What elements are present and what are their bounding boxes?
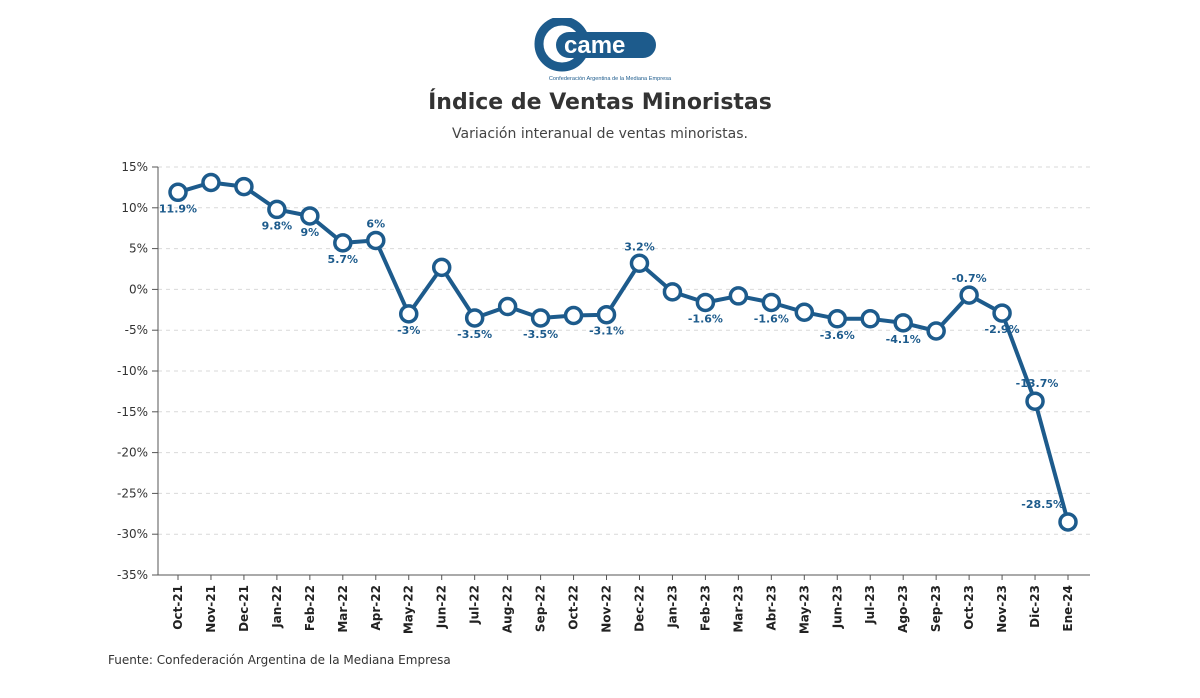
y-tick-label: -25% — [117, 486, 148, 500]
data-label: -3.6% — [820, 329, 855, 342]
data-point — [431, 257, 452, 278]
data-point — [267, 199, 287, 220]
data-point — [497, 296, 518, 317]
data-label: -4.1% — [886, 333, 921, 346]
data-label: -1.6% — [754, 312, 789, 325]
data-point — [234, 176, 254, 197]
x-tick-label: May-22 — [402, 585, 416, 634]
x-tick-label: Jun-22 — [435, 585, 449, 629]
y-axis: 15% 10% 5% 0% -5% -10% -15% -20% -25% -30% -35% — [117, 160, 159, 582]
data-point — [1058, 512, 1078, 532]
x-tick-label: Apr-22 — [369, 585, 383, 630]
logo-tagline: Confederación Argentina de la Mediana Em… — [549, 76, 672, 82]
y-tick-label: 0% — [129, 282, 148, 296]
data-label: -28.5% — [1021, 498, 1064, 511]
chart-subtitle: Variación interanual de ventas minorista… — [452, 126, 748, 142]
data-point — [464, 308, 485, 328]
y-tick-label: -30% — [117, 527, 148, 541]
data-labels: 11.9% 9.8% 9% 5.7% 6% -3% -3.5% -3.5% -3.1% 3.2% -… — [159, 202, 1064, 511]
x-tick-label: Nov-21 — [204, 585, 218, 633]
data-label: -0.7% — [952, 272, 987, 285]
data-point — [926, 321, 946, 341]
series-line — [177, 180, 1070, 523]
x-tick-label: Dec-21 — [237, 585, 251, 632]
x-tick-label: Ago-23 — [896, 585, 910, 633]
x-tick-label: Jan-22 — [270, 585, 284, 629]
y-tick-label: -15% — [117, 405, 148, 419]
x-tick-label: Feb-23 — [698, 585, 712, 631]
x-tick-label: Oct-22 — [567, 585, 581, 630]
data-point — [827, 309, 848, 329]
data-label: -3.1% — [589, 325, 624, 338]
y-tick-label: 10% — [121, 201, 148, 215]
data-label: 9% — [301, 226, 320, 239]
data-point — [168, 182, 188, 203]
data-point — [728, 286, 749, 306]
x-tick-label: Dec-22 — [632, 585, 646, 632]
source-note: Fuente: Confederación Argentina de la Me… — [108, 653, 451, 667]
data-point — [366, 230, 386, 251]
x-tick-label: Sep-23 — [929, 585, 943, 632]
x-tick-label: Ene-24 — [1061, 585, 1075, 632]
data-point — [761, 292, 782, 313]
x-tick-label: Oct-23 — [962, 585, 976, 630]
data-label: -3.5% — [457, 328, 492, 341]
data-point — [860, 309, 880, 329]
logo-wordmark: came — [564, 32, 625, 59]
x-tick-label: Mar-22 — [336, 585, 350, 633]
chart-title: Índice de Ventas Minoristas — [428, 90, 772, 115]
x-tick-label: Mar-23 — [731, 585, 745, 633]
x-tick-label: Oct-21 — [171, 585, 185, 630]
data-label: -2.9% — [985, 323, 1020, 336]
gridlines — [158, 166, 1090, 576]
x-tick-label: Jan-23 — [665, 585, 679, 629]
data-label: 11.9% — [159, 202, 197, 215]
data-point — [794, 302, 815, 322]
data-point — [530, 308, 551, 328]
y-tick-label: -20% — [117, 446, 148, 460]
data-label: 5.7% — [328, 253, 359, 266]
x-tick-label: Jun-23 — [830, 585, 844, 629]
y-tick-label: -5% — [125, 323, 148, 337]
x-tick-label: Dic-23 — [1028, 585, 1042, 628]
data-label: 9.8% — [262, 219, 293, 232]
data-point — [563, 305, 584, 326]
data-point — [629, 253, 650, 274]
data-point — [695, 292, 716, 313]
data-label: -1.6% — [688, 312, 723, 325]
data-label: -3% — [397, 324, 420, 337]
y-tick-label: -10% — [117, 364, 148, 378]
came-logo: came Confederación Argentina de la Media… — [534, 18, 672, 82]
data-point — [333, 233, 353, 253]
y-tick-label: -35% — [117, 568, 148, 582]
data-point — [893, 313, 913, 333]
x-tick-label: Nov-22 — [600, 585, 614, 633]
x-axis: Oct-21 Nov-21 Dec-21 Jan-22 Feb-22 Mar-22 Apr-… — [158, 574, 1090, 634]
data-label: 6% — [366, 217, 385, 230]
data-label: -13.7% — [1016, 377, 1059, 390]
data-point — [959, 285, 979, 305]
x-tick-label: Feb-22 — [303, 585, 317, 631]
y-tick-label: 5% — [129, 242, 148, 256]
x-tick-label: Nov-23 — [995, 585, 1009, 633]
line-chart: 15% 10% 5% 0% -5% -10% -15% -20% -25% -30% -35% Oc… — [117, 160, 1090, 634]
x-tick-label: Jul-22 — [468, 585, 482, 625]
data-label: 3.2% — [624, 240, 655, 253]
data-points — [168, 172, 1078, 532]
x-tick-label: Aug-22 — [501, 585, 515, 633]
data-point — [201, 172, 221, 193]
x-tick-label: May-23 — [797, 585, 811, 634]
data-point — [992, 303, 1012, 323]
data-point — [300, 206, 320, 226]
data-label: -3.5% — [523, 328, 558, 341]
data-point — [596, 304, 617, 325]
logo-pill — [556, 32, 656, 58]
x-tick-label: Abr-23 — [764, 585, 778, 630]
data-point — [662, 282, 683, 302]
x-tick-label: Jul-23 — [863, 585, 877, 625]
data-point — [398, 304, 419, 324]
data-point — [1025, 391, 1045, 411]
x-tick-label: Sep-22 — [534, 585, 548, 632]
y-tick-label: 15% — [121, 160, 148, 174]
